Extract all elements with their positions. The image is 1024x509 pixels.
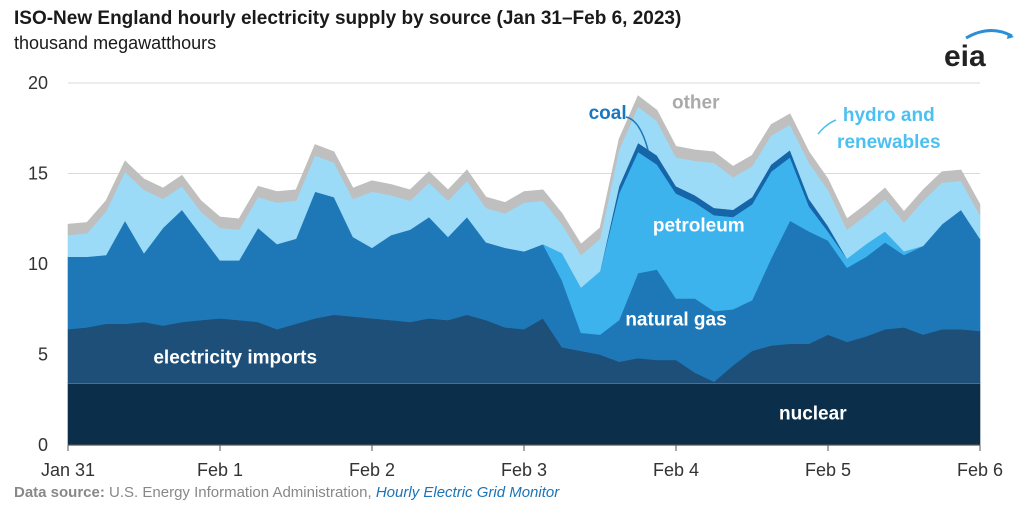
- source-text: U.S. Energy Information Administration,: [109, 484, 372, 501]
- logo-text: eia: [944, 40, 986, 72]
- hydro-leader-line: [817, 119, 837, 135]
- source-link[interactable]: Hourly Electric Grid Monitor: [375, 484, 560, 501]
- y-tick-label: 10: [28, 254, 48, 274]
- coal-leader-line: [625, 116, 649, 151]
- series-label-hydro-and-renewables: hydro and: [843, 105, 935, 126]
- x-tick-label: Feb 6: [957, 460, 1003, 480]
- y-tick-label: 5: [38, 345, 48, 365]
- series-label-natural-gas: natural gas: [625, 310, 726, 331]
- series-label-petroleum: petroleum: [653, 215, 745, 236]
- x-tick-label: Feb 5: [805, 460, 851, 480]
- series-label-nuclear: nuclear: [779, 404, 847, 425]
- x-tick-label: Feb 1: [197, 460, 243, 480]
- x-tick-label: Feb 2: [349, 460, 395, 480]
- series-label-electricity-imports: electricity imports: [153, 348, 317, 369]
- eia-logo-icon[interactable]: eia: [938, 24, 1016, 72]
- series-label-other: other: [672, 92, 720, 113]
- x-tick-label: Jan 31: [41, 460, 95, 480]
- footer: Data source: U.S. Energy Information Adm…: [14, 484, 559, 501]
- y-tick-label: 20: [28, 73, 48, 93]
- chart-title: ISO-New England hourly electricity suppl…: [14, 8, 682, 29]
- series-label-coal: coal: [589, 103, 627, 124]
- source-label: Data source:: [14, 484, 105, 501]
- y-tick-label: 15: [28, 164, 48, 184]
- x-tick-label: Feb 3: [501, 460, 547, 480]
- x-tick-label: Feb 4: [653, 460, 699, 480]
- area-other: [67, 95, 981, 256]
- series-label-hydro-and-renewables: renewables: [837, 132, 941, 153]
- y-tick-label: 0: [38, 435, 48, 455]
- chart-subtitle: thousand megawatthours: [14, 33, 217, 53]
